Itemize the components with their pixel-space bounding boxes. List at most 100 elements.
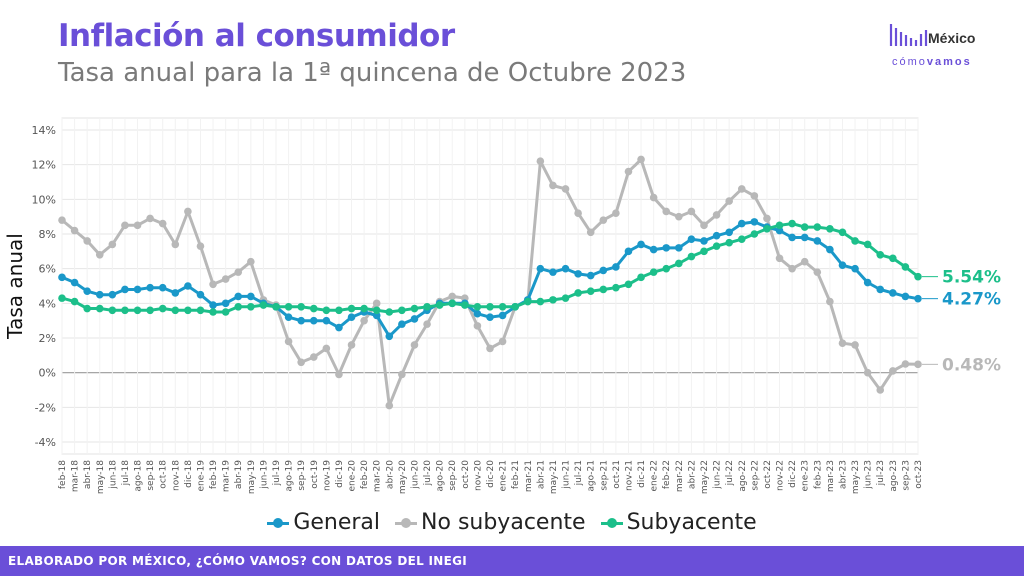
x-tick-label: jun-23: [864, 460, 874, 490]
data-point-no_subyacente: [121, 221, 129, 230]
data-point-no_subyacente: [234, 268, 243, 276]
x-tick-label: nov-18: [171, 460, 181, 491]
data-point-no_subyacente: [297, 358, 305, 367]
data-point-no_subyacente: [158, 219, 167, 228]
x-tick-label: may-18: [96, 460, 106, 494]
data-point-no_subyacente: [284, 337, 293, 346]
x-tick-label: ene-19: [196, 460, 206, 492]
data-point-subyacente: [423, 303, 431, 311]
data-point-no_subyacente: [108, 240, 117, 249]
data-point-general: [171, 289, 180, 297]
data-point-subyacente: [272, 303, 280, 311]
data-point-subyacente: [662, 264, 671, 273]
x-tick-label: mar-20: [373, 460, 383, 492]
data-point-subyacente: [574, 289, 582, 297]
end-label-no_subyacente: 0.48%: [942, 355, 1001, 375]
x-tick-label: feb-20: [360, 460, 370, 489]
data-point-no_subyacente: [675, 212, 683, 221]
data-point-subyacente: [309, 304, 318, 313]
data-point-general: [486, 313, 494, 322]
data-point-no_subyacente: [662, 207, 671, 216]
data-point-subyacente: [637, 273, 645, 282]
x-tick-label: ago-20: [436, 460, 446, 492]
data-point-general: [687, 235, 696, 243]
data-point-general: [347, 313, 356, 322]
data-point-subyacente: [737, 235, 746, 243]
data-point-subyacente: [360, 304, 368, 313]
data-point-general: [498, 311, 507, 320]
x-tick-label: jul-21: [574, 460, 584, 486]
x-tick-label: feb-21: [511, 460, 521, 489]
x-tick-label: dic-20: [486, 460, 496, 488]
data-point-subyacente: [675, 259, 683, 268]
data-point-subyacente: [612, 283, 620, 292]
chart-title: Inflación al consumidor: [58, 18, 455, 54]
data-point-general: [95, 290, 104, 299]
data-point-subyacente: [385, 308, 394, 316]
data-point-no_subyacente: [788, 264, 796, 273]
data-point-subyacente: [146, 306, 154, 315]
data-point-subyacente: [523, 297, 532, 306]
data-point-no_subyacente: [171, 240, 180, 249]
data-point-subyacente: [486, 303, 494, 311]
data-point-subyacente: [121, 306, 129, 315]
x-tick-label: mar-22: [675, 460, 685, 492]
legend-label-general: General: [293, 510, 381, 535]
data-point-subyacente: [347, 304, 356, 313]
data-point-subyacente: [448, 299, 457, 308]
footer-credit: ELABORADO POR MÉXICO, ¿CÓMO VAMOS? CON D…: [8, 554, 468, 568]
data-point-subyacente: [196, 306, 205, 315]
logo-text-como-vamos: cómovamos: [892, 56, 972, 68]
logo-text-mexico: México: [928, 30, 976, 46]
x-tick-label: may-21: [549, 460, 559, 494]
x-tick-label: sep-19: [297, 460, 307, 491]
x-tick-label: sep-20: [448, 460, 458, 491]
data-point-no_subyacente: [775, 254, 784, 263]
x-tick-label: ago-19: [285, 460, 295, 492]
data-point-subyacente: [876, 251, 885, 259]
data-point-no_subyacente: [561, 185, 570, 193]
data-point-general: [70, 278, 79, 287]
data-point-general: [901, 292, 910, 301]
data-point-general: [322, 316, 331, 325]
data-point-subyacente: [234, 303, 243, 311]
data-point-subyacente: [398, 306, 406, 315]
x-tick-label: oct-21: [612, 460, 622, 489]
x-tick-label: ene-21: [499, 460, 509, 491]
footer-bar: ELABORADO POR MÉXICO, ¿CÓMO VAMOS? CON D…: [0, 546, 1024, 576]
data-point-general: [675, 244, 683, 252]
data-point-subyacente: [473, 303, 482, 311]
x-tick-label: mar-18: [71, 460, 81, 492]
data-point-no_subyacente: [826, 297, 834, 306]
data-point-subyacente: [649, 268, 658, 276]
data-point-no_subyacente: [901, 360, 910, 368]
x-tick-label: sep-22: [750, 460, 760, 491]
data-point-subyacente: [838, 228, 847, 237]
data-point-no_subyacente: [649, 193, 658, 202]
data-point-no_subyacente: [750, 192, 759, 200]
data-point-subyacente: [561, 294, 570, 302]
x-tick-label: ago-18: [134, 460, 144, 492]
data-point-no_subyacente: [309, 353, 318, 361]
x-tick-label: ene-23: [801, 460, 811, 491]
data-point-general: [788, 233, 796, 242]
x-tick-label: oct-18: [159, 460, 169, 489]
y-tick-label: 0%: [39, 367, 56, 380]
logo-text-como: cómo: [892, 56, 927, 68]
data-point-no_subyacente: [612, 209, 620, 217]
data-point-general: [234, 292, 243, 301]
legend-marker-no-subyacente: [395, 516, 418, 530]
data-point-no_subyacente: [335, 370, 343, 379]
x-tick-label: abr-19: [234, 460, 244, 489]
data-point-subyacente: [687, 252, 696, 261]
x-tick-label: feb-23: [813, 460, 823, 489]
data-point-general: [473, 309, 482, 318]
data-point-subyacente: [410, 304, 419, 313]
data-point-subyacente: [83, 304, 91, 313]
data-point-subyacente: [247, 303, 255, 311]
x-tick-label: dic-18: [184, 460, 194, 488]
data-point-general: [876, 285, 885, 294]
x-tick-label: abr-20: [385, 460, 395, 489]
y-axis-label: Tasa anual: [3, 233, 27, 340]
data-point-subyacente: [599, 285, 608, 294]
